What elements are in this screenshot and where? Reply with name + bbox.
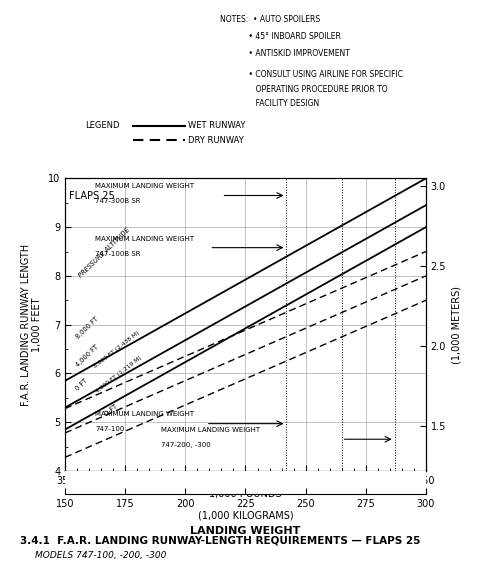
Text: WET RUNWAY: WET RUNWAY bbox=[188, 121, 245, 130]
Text: • 45° INBOARD SPOILER: • 45° INBOARD SPOILER bbox=[220, 32, 341, 41]
Text: 747-200, -300: 747-200, -300 bbox=[161, 442, 211, 448]
Text: • CONSULT USING AIRLINE FOR SPECIFIC: • CONSULT USING AIRLINE FOR SPECIFIC bbox=[220, 70, 403, 79]
Text: OPERATING PROCEDURE PRIOR TO: OPERATING PROCEDURE PRIOR TO bbox=[220, 85, 388, 94]
Text: 747-100B SR: 747-100B SR bbox=[95, 250, 141, 257]
Text: MAXIMUM LANDING WEIGHT: MAXIMUM LANDING WEIGHT bbox=[95, 411, 194, 417]
Text: MAXIMUM LANDING WEIGHT: MAXIMUM LANDING WEIGHT bbox=[95, 236, 194, 242]
Text: 747-300B SR: 747-300B SR bbox=[95, 198, 141, 204]
Text: LEGEND: LEGEND bbox=[85, 121, 120, 130]
Text: MAXIMUM LANDING WEIGHT: MAXIMUM LANDING WEIGHT bbox=[161, 427, 261, 433]
Y-axis label: F.A.R. LANDING RUNWAY LENGTH
1,000 FEET: F.A.R. LANDING RUNWAY LENGTH 1,000 FEET bbox=[21, 243, 43, 406]
Y-axis label: (1,000 METERS): (1,000 METERS) bbox=[452, 285, 462, 364]
Text: 8,000 FT: 8,000 FT bbox=[75, 316, 100, 340]
Text: MAXIMUM LANDING WEIGHT: MAXIMUM LANDING WEIGHT bbox=[95, 183, 194, 189]
Text: 4,000 FT (1,219 M): 4,000 FT (1,219 M) bbox=[95, 355, 143, 394]
Text: 4,000 FT: 4,000 FT bbox=[75, 343, 100, 367]
Text: • ANTISKID IMPROVEMENT: • ANTISKID IMPROVEMENT bbox=[220, 49, 350, 57]
Text: NOTES:  • AUTO SPOILERS: NOTES: • AUTO SPOILERS bbox=[220, 15, 321, 23]
Text: PRESSURE ALTITUDE: PRESSURE ALTITUDE bbox=[77, 226, 131, 278]
Text: DRY RUNWAY: DRY RUNWAY bbox=[188, 136, 243, 145]
Text: (1,000 KILOGRAMS): (1,000 KILOGRAMS) bbox=[198, 511, 293, 521]
X-axis label: 1,000 POUNDS: 1,000 POUNDS bbox=[209, 488, 282, 498]
Text: 747-100: 747-100 bbox=[95, 426, 125, 432]
Text: 0 FT: 0 FT bbox=[104, 403, 118, 417]
Text: 8,000 FT (2,438 M): 8,000 FT (2,438 M) bbox=[93, 330, 140, 369]
Text: LANDING WEIGHT: LANDING WEIGHT bbox=[190, 526, 301, 536]
Text: FACILITY DESIGN: FACILITY DESIGN bbox=[220, 99, 320, 108]
Text: MODELS 747-100, -200, -300: MODELS 747-100, -200, -300 bbox=[35, 551, 166, 560]
Text: 0 FT: 0 FT bbox=[75, 378, 89, 392]
Text: 3.4.1  F.A.R. LANDING RUNWAY-LENGTH REQUIREMENTS — FLAPS 25: 3.4.1 F.A.R. LANDING RUNWAY-LENGTH REQUI… bbox=[20, 535, 420, 545]
Text: FLAPS 25: FLAPS 25 bbox=[69, 191, 115, 201]
